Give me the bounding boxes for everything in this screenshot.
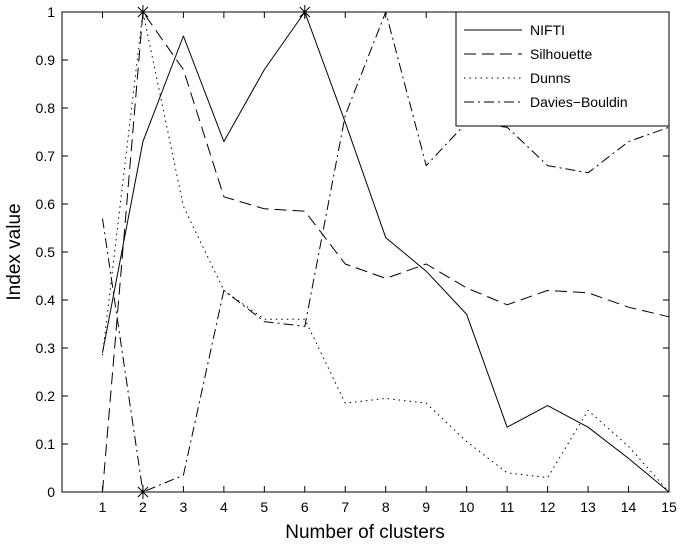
legend-items: NIFTI Silhouette Dunns Davies−Bouldin (464, 22, 628, 110)
x-tick-label: 2 (139, 499, 147, 515)
x-tick-label: 7 (341, 499, 349, 515)
x-tick-label: 6 (301, 499, 309, 515)
y-tick-label: 0.2 (36, 388, 56, 404)
y-tick-label: 0.6 (36, 196, 56, 212)
legend-label: NIFTI (530, 22, 565, 38)
x-axis-ticks: 1 2 3 4 5 6 7 8 9 10 11 12 13 14 15 (99, 12, 677, 515)
series-line-2 (101, 11, 670, 493)
y-tick-label: 0.8 (36, 100, 56, 116)
y-tick-label: 0.5 (36, 244, 56, 260)
legend-box (455, 11, 670, 127)
x-tick-label: 12 (540, 499, 556, 515)
x-tick-label: 15 (661, 499, 677, 515)
x-tick-label: 4 (220, 499, 228, 515)
legend-label: Davies−Bouldin (530, 94, 628, 110)
legend-entry: Dunns (464, 70, 570, 86)
x-tick-label: 1 (99, 499, 107, 515)
legend-entry: NIFTI (464, 22, 565, 38)
x-tick-label: 8 (382, 499, 390, 515)
x-tick-label: 13 (580, 499, 596, 515)
x-axis-label: Number of clusters (285, 522, 444, 543)
y-tick-label: 0 (47, 484, 55, 500)
y-tick-label: 0.9 (36, 52, 56, 68)
x-tick-label: 5 (260, 499, 268, 515)
y-axis-ticks: 0 0.1 0.2 0.3 0.4 0.5 0.6 0.7 0.8 0.9 1 (36, 4, 669, 500)
y-tick-label: 0.3 (36, 340, 56, 356)
series-line-1 (101, 11, 670, 493)
legend-label: Dunns (530, 70, 570, 86)
x-tick-label: 14 (621, 499, 637, 515)
y-axis-label: Index value (4, 203, 25, 300)
legend-label: Silhouette (530, 46, 592, 62)
legend-entry: Silhouette (464, 46, 592, 62)
y-tick-label: 1 (47, 4, 55, 20)
y-tick-label: 0.1 (36, 436, 56, 452)
x-tick-label: 9 (422, 499, 430, 515)
x-tick-label: 10 (459, 499, 475, 515)
y-tick-label: 0.7 (36, 148, 56, 164)
legend-entry: Davies−Bouldin (464, 94, 628, 110)
legend: NIFTI Silhouette Dunns Davies−Bouldin (455, 11, 670, 127)
x-tick-label: 3 (180, 499, 188, 515)
y-tick-label: 0.4 (36, 292, 56, 308)
x-tick-label: 11 (500, 499, 515, 515)
